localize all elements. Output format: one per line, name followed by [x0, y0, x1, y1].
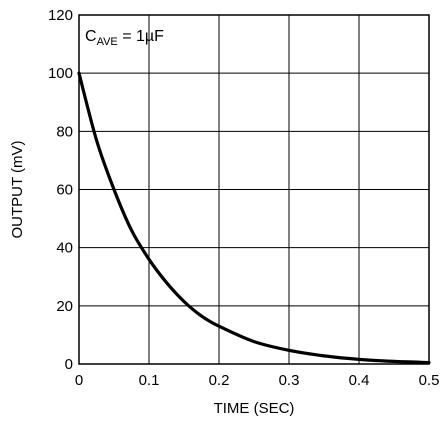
y-tick-labels: 0 20 40 60 80 100 120	[48, 7, 73, 373]
annotation-main: C	[85, 28, 97, 45]
y-tick-label: 120	[48, 7, 73, 24]
y-tick-label: 20	[56, 298, 73, 315]
y-tick-label: 100	[48, 65, 73, 82]
x-tick-label: 0	[75, 372, 83, 389]
x-tick-label: 0.4	[349, 372, 370, 389]
x-tick-label: 0.2	[209, 372, 230, 389]
y-tick-label: 0	[65, 356, 73, 373]
x-axis-label: TIME (SEC)	[214, 400, 295, 417]
series-line	[77, 71, 431, 365]
x-tick-label: 0.3	[279, 372, 300, 389]
plot-frame	[78, 14, 430, 365]
x-tick-label: 0.5	[419, 372, 440, 389]
x-tick-label: 0.1	[139, 372, 160, 389]
y-tick-label: 80	[56, 123, 73, 140]
annotation-subscript: AVE	[97, 36, 118, 48]
x-tick-labels: 0 0.1 0.2 0.3 0.4 0.5	[75, 372, 440, 389]
y-tick-label: 60	[56, 182, 73, 199]
y-axis-label: OUTPUT (mV)	[9, 140, 26, 238]
y-tick-label: 40	[56, 240, 73, 257]
annotation-rest: = 1µF	[118, 28, 164, 45]
capacitance-annotation: CAVE = 1µF	[85, 28, 164, 48]
grid	[78, 14, 430, 365]
